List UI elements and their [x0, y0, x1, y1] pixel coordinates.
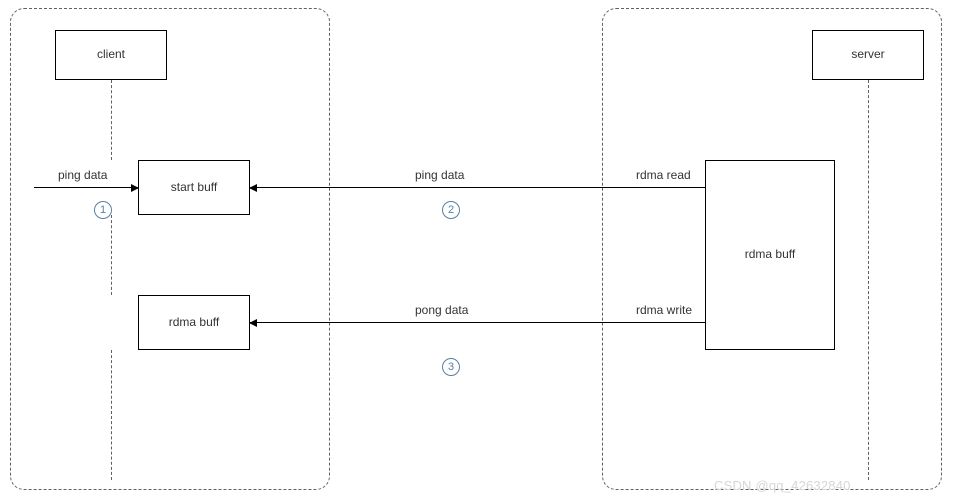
client-lifeline-bottom [111, 350, 112, 480]
step-2-number: 2 [448, 204, 454, 216]
watermark: CSDN @qq_42632840 [714, 478, 851, 493]
label-rdma-write: rdma write [636, 303, 692, 317]
arrow-3-rdma-write [250, 322, 705, 323]
arrow-2-rdma-read [250, 187, 705, 188]
label-pong-data: pong data [415, 303, 468, 317]
server-rdma-buff-label: rdma buff [745, 247, 795, 263]
step-3-number: 3 [448, 361, 454, 373]
step-3: 3 [442, 358, 460, 376]
client-lifeline-mid [111, 215, 112, 295]
label-rdma-read: rdma read [636, 168, 691, 182]
server-lifeline [868, 80, 869, 480]
step-1-number: 1 [100, 204, 106, 216]
server-box-label: server [851, 47, 884, 63]
label-ping-data-2: ping data [415, 168, 464, 182]
client-group [10, 8, 330, 490]
server-rdma-buff-box: rdma buff [705, 160, 835, 350]
label-ping-data-1: ping data [58, 168, 107, 182]
arrow-1-ping-local [34, 187, 138, 188]
step-1: 1 [94, 201, 112, 219]
start-buff-label: start buff [171, 180, 217, 196]
client-box-label: client [97, 47, 125, 63]
client-rdma-buff-label: rdma buff [169, 315, 219, 331]
client-box: client [55, 30, 167, 80]
client-rdma-buff-box: rdma buff [138, 295, 250, 350]
step-2: 2 [442, 201, 460, 219]
client-lifeline-top [111, 80, 112, 160]
start-buff-box: start buff [138, 160, 250, 215]
server-box: server [812, 30, 924, 80]
